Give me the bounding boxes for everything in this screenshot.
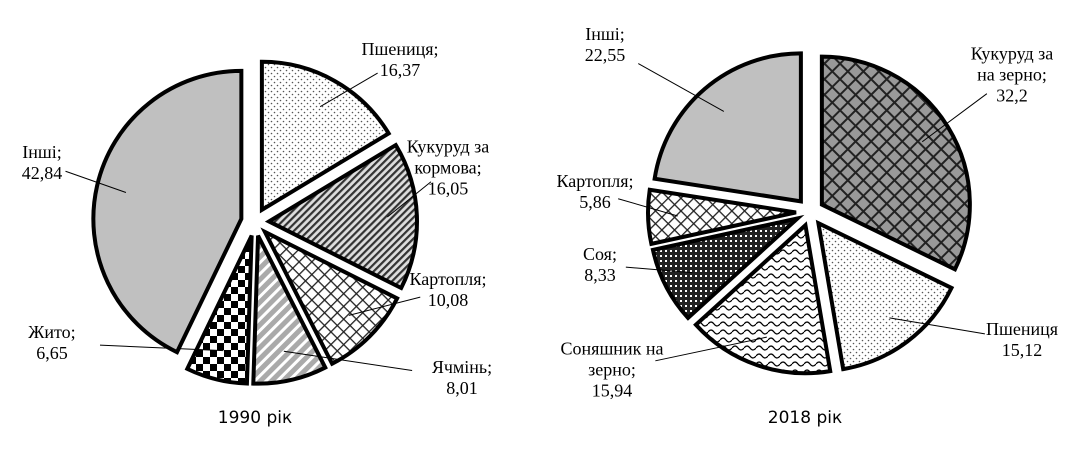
slice-label: Пшениця; 16,37 <box>352 39 448 81</box>
slice-category: Пшениця <box>985 319 1059 339</box>
slice-category: Кукуруд за кормова; <box>406 136 490 178</box>
slice-value: 5,86 <box>579 192 611 212</box>
pie-slice <box>819 54 972 272</box>
slice-label: Соя; 8,33 <box>570 244 630 286</box>
slice-value: 42,84 <box>21 163 63 183</box>
slice-value: 32,2 <box>996 85 1028 106</box>
leader-line <box>921 93 988 143</box>
slice-value: 8,01 <box>446 378 478 398</box>
slice-category: Інші; <box>22 142 62 162</box>
leader-line <box>65 170 127 193</box>
leader-line <box>618 198 678 217</box>
slice-value: 16,05 <box>427 178 469 199</box>
slice-category: Картопля; <box>556 171 634 191</box>
chart-title-text: 2018 рік <box>767 408 843 428</box>
leader-line <box>348 296 421 316</box>
pie-slice <box>251 234 328 386</box>
slice-value: 15,94 <box>591 380 633 401</box>
slice-value: 6,65 <box>36 343 68 363</box>
pie-slice <box>260 227 400 367</box>
slice-category: Соя; <box>583 244 617 264</box>
pie-slice <box>646 187 797 247</box>
slice-category: Пшениця; <box>361 39 439 59</box>
slice-label: Жито; 6,65 <box>7 322 97 364</box>
pie-slice <box>264 142 419 291</box>
slice-label: Соняшник на зерно; 15,94 <box>552 339 672 402</box>
pie-slice <box>693 221 833 376</box>
slice-category: Кукуруд за на зерно; <box>970 43 1054 85</box>
slice-category: Інші; <box>585 24 625 44</box>
slice-label: Пшениця 15,12 <box>977 319 1067 361</box>
slice-label: Картопля; 10,08 <box>403 269 493 311</box>
leader-line <box>638 63 725 112</box>
leader-line <box>319 72 378 108</box>
pie-slice <box>650 214 805 321</box>
slice-value: 15,12 <box>1001 340 1043 360</box>
slice-category: Соняшник на зерно; <box>560 338 664 380</box>
pie-slice <box>259 59 392 214</box>
slice-label: Картопля; 5,86 <box>540 171 650 213</box>
leader-line <box>655 336 767 362</box>
slice-label: Ячмінь; 8,01 <box>417 357 507 399</box>
slice-category: Ячмінь; <box>431 357 493 377</box>
slice-label: Кукуруд за на зерно; 32,2 <box>962 44 1062 107</box>
slice-category: Картопля; <box>409 269 487 289</box>
slice-value: 22,55 <box>584 45 626 65</box>
chart-title: 1990 рік <box>218 408 292 428</box>
slice-value: 16,37 <box>379 60 421 80</box>
slice-value: 8,33 <box>584 265 616 285</box>
leader-line <box>889 317 985 335</box>
slice-label: Інші; 22,55 <box>575 24 635 66</box>
leader-line <box>625 266 693 274</box>
leader-line <box>283 350 413 371</box>
pie-slice <box>815 219 955 372</box>
leader-line <box>99 344 224 352</box>
leader-line <box>386 181 432 218</box>
pie-slice <box>652 51 803 204</box>
chart-title-text: 1990 рік <box>217 408 293 428</box>
pie-slice <box>91 68 244 355</box>
slice-category: Жито; <box>28 322 76 342</box>
pie-slice <box>184 234 254 386</box>
slice-label: Кукуруд за кормова; 16,05 <box>403 137 493 200</box>
chart-title: 2018 рік <box>768 408 842 428</box>
slice-value: 10,08 <box>427 290 469 310</box>
slice-label: Інші; 42,84 <box>7 142 77 184</box>
